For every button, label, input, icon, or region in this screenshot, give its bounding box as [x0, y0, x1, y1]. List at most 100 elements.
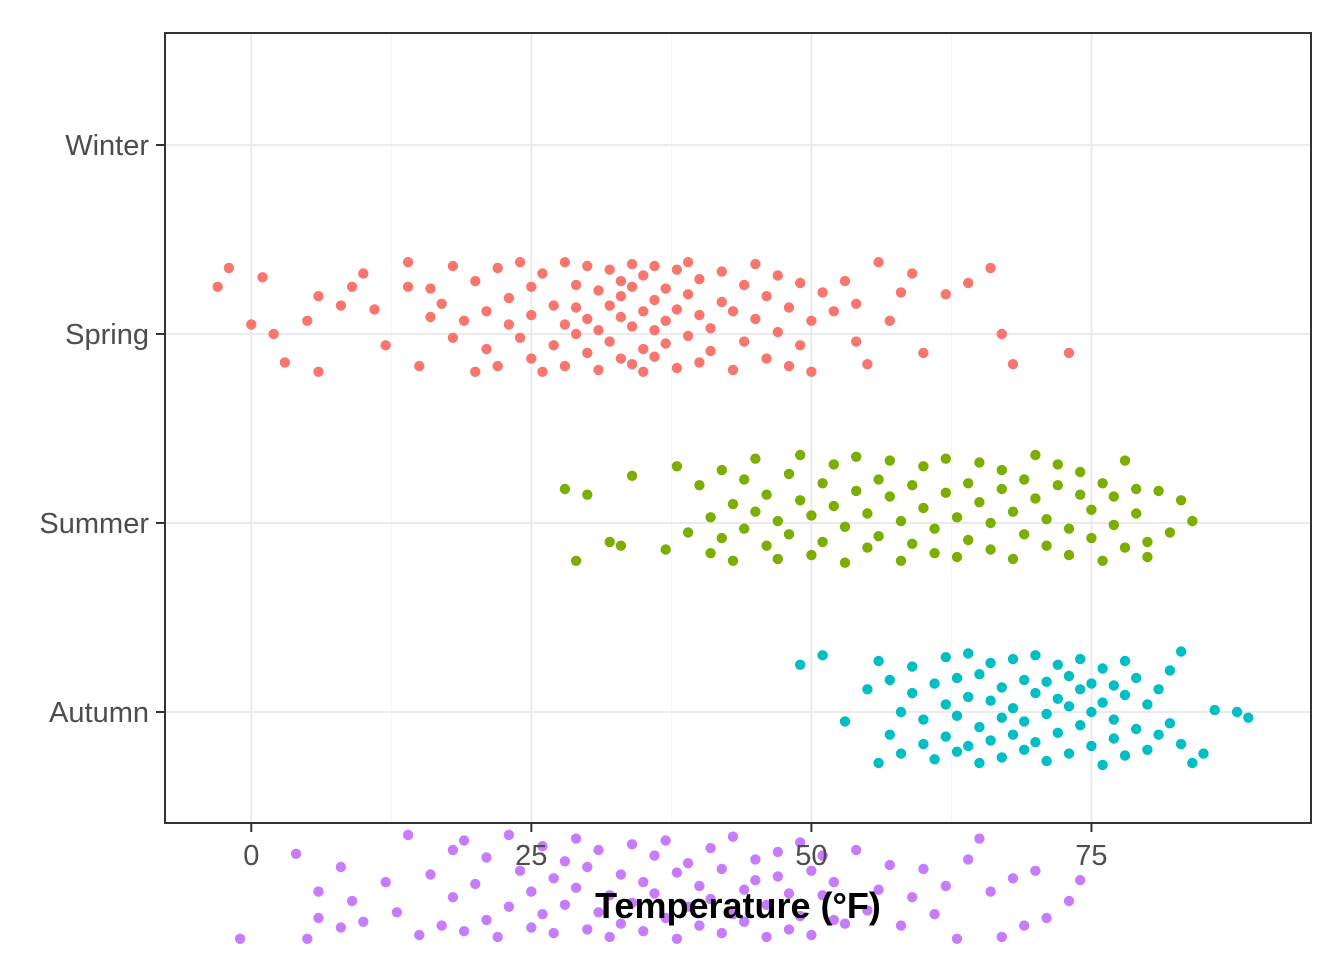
data-point — [1131, 483, 1142, 495]
data-point — [1075, 466, 1086, 478]
data-point — [223, 262, 235, 274]
data-point — [638, 343, 649, 355]
data-points — [212, 257, 1254, 944]
data-point — [817, 850, 828, 861]
data-point — [682, 257, 694, 268]
data-point — [783, 468, 795, 480]
data-point — [1097, 759, 1108, 771]
data-point — [425, 283, 436, 294]
data-point — [694, 309, 705, 321]
x-tick-label: 75 — [1075, 840, 1107, 872]
data-point — [660, 283, 671, 294]
data-point — [772, 515, 783, 527]
data-point — [514, 332, 526, 343]
data-point — [671, 933, 683, 944]
data-point — [414, 360, 425, 372]
data-point — [828, 500, 839, 512]
data-point — [761, 931, 772, 943]
data-point — [772, 871, 783, 882]
data-point — [1119, 455, 1131, 466]
data-point — [1007, 553, 1019, 565]
data-point — [671, 264, 683, 275]
data-point — [1075, 489, 1086, 500]
data-point — [380, 876, 391, 888]
data-point — [649, 294, 660, 306]
data-point — [884, 455, 895, 466]
data-point — [313, 291, 324, 302]
data-point — [918, 461, 929, 472]
data-point — [1231, 706, 1243, 718]
data-point — [582, 347, 593, 359]
data-point — [615, 869, 627, 880]
data-point — [884, 491, 895, 502]
data-point — [862, 508, 873, 519]
data-point — [1164, 665, 1176, 676]
series-autumn — [234, 829, 1086, 944]
data-point — [447, 892, 459, 903]
series-winter — [212, 257, 1075, 377]
data-point — [727, 306, 739, 317]
data-point — [918, 347, 929, 359]
data-point — [750, 313, 761, 325]
data-point — [682, 901, 694, 912]
data-point — [761, 899, 772, 910]
data-point — [682, 330, 694, 342]
data-point — [1086, 504, 1097, 515]
data-point — [290, 848, 302, 859]
data-point — [828, 459, 839, 470]
data-point — [1108, 519, 1120, 531]
data-point — [873, 757, 884, 769]
data-point — [593, 907, 604, 918]
data-point — [593, 325, 604, 336]
data-point — [1131, 723, 1142, 735]
series-summer — [795, 646, 1254, 771]
data-point — [862, 542, 873, 553]
data-point — [1142, 536, 1153, 548]
data-point — [963, 648, 974, 659]
data-point — [761, 353, 772, 364]
data-point — [1018, 529, 1030, 540]
data-point — [481, 852, 492, 863]
data-point — [851, 451, 862, 462]
data-point — [929, 523, 940, 534]
data-point — [985, 735, 996, 746]
data-point — [716, 464, 727, 476]
data-point — [974, 721, 985, 733]
data-point — [548, 300, 559, 311]
data-point — [716, 266, 727, 277]
data-point — [1041, 912, 1052, 924]
data-point — [739, 474, 750, 485]
data-point — [1018, 920, 1030, 931]
data-point — [481, 914, 492, 926]
data-point — [895, 555, 907, 566]
data-point — [739, 523, 750, 534]
data-point — [761, 540, 772, 551]
data-point — [772, 326, 783, 338]
data-point — [615, 311, 627, 323]
data-point — [1063, 549, 1075, 561]
data-point — [1108, 491, 1120, 502]
data-point — [414, 929, 425, 941]
data-point — [929, 754, 940, 765]
data-point — [1030, 687, 1041, 699]
data-point — [1119, 750, 1131, 761]
data-point — [1052, 693, 1064, 704]
data-point — [750, 854, 761, 865]
data-point — [727, 831, 739, 842]
data-point — [996, 752, 1007, 763]
data-point — [940, 731, 951, 742]
data-point — [1119, 689, 1131, 701]
data-point — [1119, 542, 1131, 553]
data-point — [402, 281, 414, 292]
data-point — [1063, 748, 1075, 759]
data-point — [526, 922, 537, 933]
data-point — [615, 540, 627, 551]
data-point — [705, 893, 716, 905]
data-point — [593, 285, 604, 296]
data-point — [1018, 744, 1030, 755]
data-point — [447, 332, 459, 343]
data-point — [638, 876, 649, 888]
data-point — [391, 907, 403, 918]
data-point — [1175, 495, 1187, 506]
